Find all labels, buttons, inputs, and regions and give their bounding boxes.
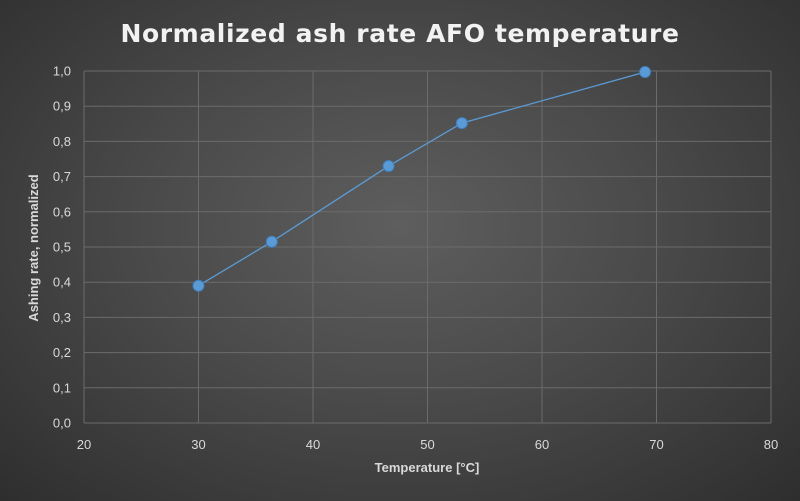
series-group <box>192 66 652 292</box>
y-tick-labels: 0,0 0,1 0,2 0,3 0,4 0,5 0,6 0,7 0,8 0,9 1,0 <box>53 64 71 431</box>
data-point <box>639 66 652 79</box>
x-tick-label: 30 <box>191 437 205 452</box>
x-tick-label: 80 <box>764 437 778 452</box>
y-tick-label: 0,1 <box>53 380 71 395</box>
y-tick-label: 0,4 <box>53 275 71 290</box>
x-tick-label: 60 <box>535 437 549 452</box>
data-point <box>382 160 395 173</box>
data-point <box>192 279 205 292</box>
x-axis-label: Temperature [°C] <box>375 460 480 475</box>
series-line <box>198 71 646 287</box>
y-tick-label: 0,3 <box>53 310 71 325</box>
x-tick-label: 50 <box>420 437 434 452</box>
data-point <box>265 235 278 248</box>
x-tick-label: 70 <box>649 437 663 452</box>
grid <box>83 70 772 424</box>
y-tick-label: 0,7 <box>53 169 71 184</box>
y-tick-label: 1,0 <box>53 64 71 79</box>
y-tick-label: 0,0 <box>53 416 71 431</box>
x-tick-label: 20 <box>77 437 91 452</box>
y-tick-label: 0,6 <box>53 204 71 219</box>
x-tick-label: 40 <box>306 437 320 452</box>
y-axis-label: Ashing rate, normalized <box>26 174 41 321</box>
y-tick-label: 0,2 <box>53 345 71 360</box>
y-tick-label: 0,9 <box>53 99 71 114</box>
x-tick-labels: 20 30 40 50 60 70 80 <box>77 437 778 452</box>
y-tick-label: 0,8 <box>53 134 71 149</box>
data-point <box>455 117 468 130</box>
chart-title: Normalized ash rate AFO temperature <box>120 19 679 48</box>
y-tick-label: 0,5 <box>53 240 71 255</box>
